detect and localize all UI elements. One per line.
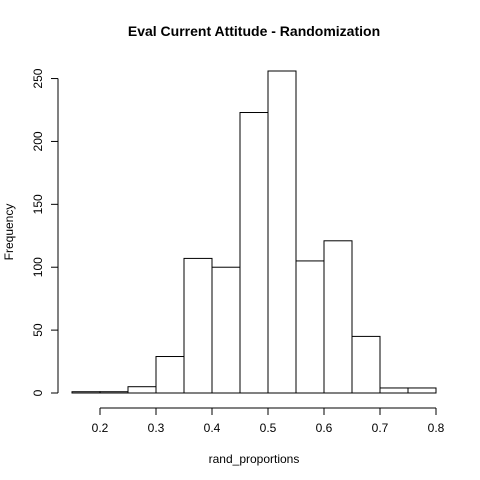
x-axis: 0.2 0.3 0.4 0.5 0.6 0.7 0.8 (92, 407, 445, 435)
histogram-bar (127, 386, 157, 394)
y-tick-label: 100 (31, 257, 45, 277)
x-tick-label: 0.6 (316, 421, 333, 435)
x-tick-label: 0.3 (148, 421, 165, 435)
y-tick-label: 250 (31, 68, 45, 88)
y-tick-label: 50 (31, 323, 45, 337)
histogram-bar (183, 257, 213, 394)
y-axis-label: Frequency (2, 204, 16, 261)
histogram-bar (211, 266, 241, 394)
histogram-bar (267, 70, 297, 394)
histogram-bar (155, 356, 185, 394)
histogram-bar (407, 387, 437, 394)
histogram-bar (99, 391, 129, 394)
histogram-bar (239, 112, 269, 394)
chart-title: Eval Current Attitude - Randomization (128, 23, 380, 39)
y-tick-label: 0 (31, 389, 45, 396)
x-tick-label: 0.5 (260, 421, 277, 435)
histogram-bar (351, 335, 381, 394)
bars-group (71, 70, 437, 394)
y-tick-label: 200 (31, 131, 45, 151)
x-tick-label: 0.2 (92, 421, 109, 435)
histogram-bar (71, 391, 101, 394)
histogram-bar (379, 387, 409, 394)
histogram-bar (323, 240, 353, 394)
x-tick-label: 0.7 (372, 421, 389, 435)
x-tick-label: 0.8 (428, 421, 445, 435)
histogram-bar (295, 260, 325, 394)
y-axis: 0 50 100 150 200 250 (31, 68, 59, 396)
x-axis-label: rand_proportions (209, 452, 300, 466)
x-tick-label: 0.4 (204, 421, 221, 435)
y-tick-label: 150 (31, 194, 45, 214)
